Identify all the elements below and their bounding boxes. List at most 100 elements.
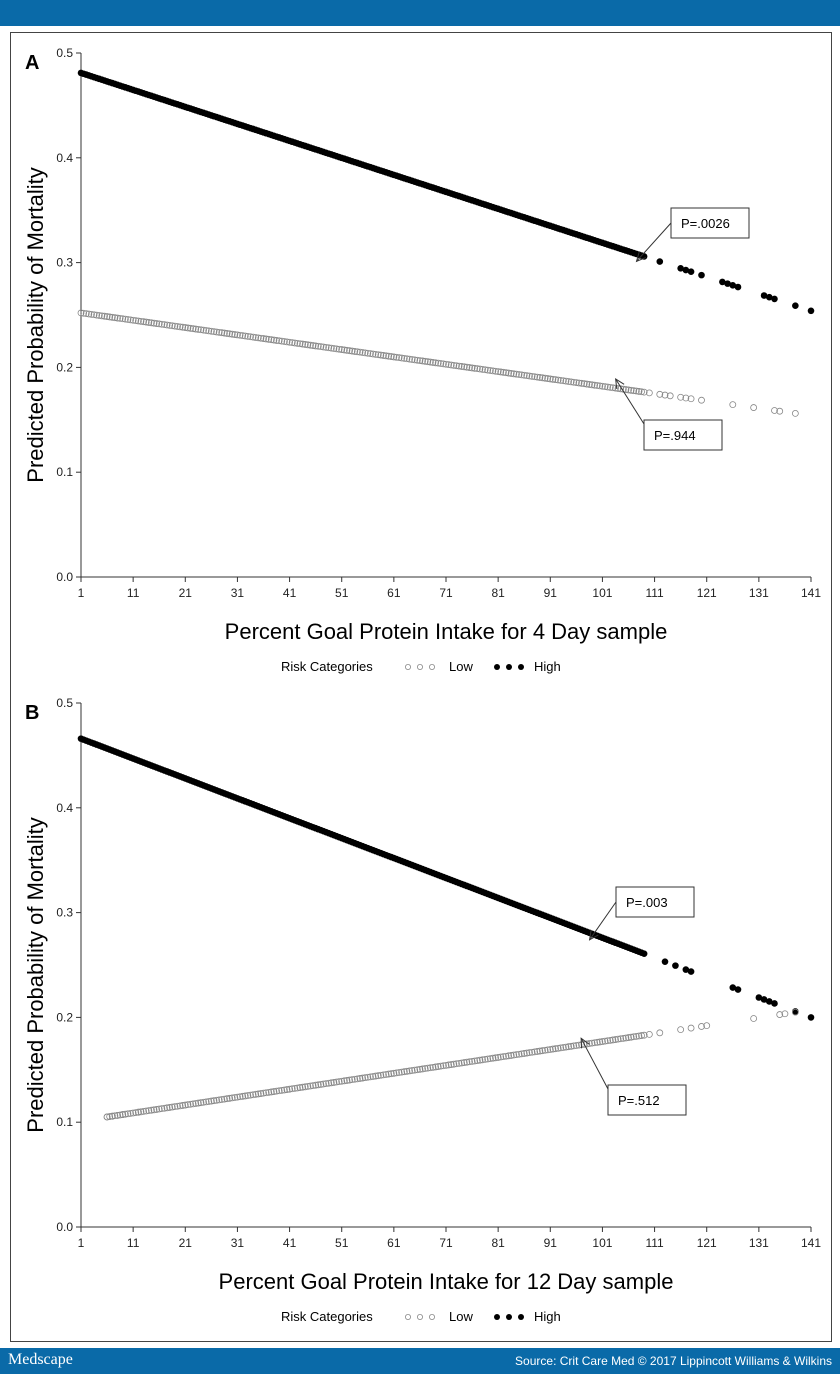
- data-point: [228, 330, 236, 338]
- legend-label-low: Low: [449, 659, 473, 674]
- data-point: [505, 369, 512, 377]
- data-point: [239, 1092, 247, 1100]
- data-point: [437, 360, 445, 367]
- data-point: [682, 966, 690, 973]
- data-point: [494, 368, 502, 375]
- data-point: [640, 950, 648, 957]
- legend-marker-low: [416, 664, 423, 671]
- data-point: [265, 1088, 273, 1096]
- data-point: [492, 367, 499, 375]
- data-point: [750, 404, 758, 411]
- data-point: [523, 1049, 531, 1057]
- data-point: [541, 1046, 549, 1054]
- data-point: [471, 364, 479, 372]
- y-tick-label: 0.3: [56, 906, 73, 920]
- data-point: [554, 1044, 562, 1052]
- data-point: [314, 1081, 322, 1089]
- data-point: [390, 353, 398, 361]
- data-point: [520, 1050, 528, 1057]
- data-point: [270, 1088, 278, 1095]
- data-point: [218, 1096, 226, 1103]
- data-point: [307, 1082, 314, 1090]
- data-point: [627, 1033, 635, 1041]
- data-point: [335, 345, 343, 353]
- data-point: [171, 322, 179, 330]
- x-tick-label: 111: [645, 586, 664, 600]
- data-point: [111, 1112, 119, 1120]
- data-point: [189, 1100, 197, 1108]
- data-point: [406, 1067, 413, 1075]
- data-point: [591, 381, 599, 389]
- figure-frame: A 0.0 0.1 0.2 0.3 0.4 0.5 1 11 21 31 41 51 61 71 81 91 10…: [10, 32, 832, 1342]
- data-point: [348, 347, 356, 355]
- data-point: [502, 1052, 510, 1060]
- data-point: [184, 324, 192, 332]
- data-point: [619, 385, 627, 393]
- y-tick-label: 0.1: [56, 1115, 73, 1129]
- x-axis-title: Percent Goal Protein Intake for 12 Day s…: [219, 1269, 674, 1294]
- data-point: [406, 355, 413, 363]
- data-point: [387, 1070, 395, 1078]
- data-point: [353, 348, 361, 356]
- data-point: [163, 321, 171, 329]
- data-point: [562, 377, 570, 385]
- data-point: [234, 1093, 241, 1101]
- data-point: [531, 373, 539, 381]
- data-point: [98, 312, 106, 320]
- data-point: [432, 359, 439, 367]
- data-point: [333, 1078, 340, 1086]
- data-point: [656, 258, 664, 265]
- x-tick-label: 141: [801, 1236, 821, 1250]
- data-point: [421, 357, 429, 365]
- x-tick-label: 21: [179, 1236, 193, 1250]
- data-point: [549, 375, 557, 383]
- data-point: [273, 1087, 280, 1095]
- data-point: [124, 1110, 132, 1118]
- data-point: [132, 317, 140, 325]
- data-point: [335, 1078, 343, 1086]
- data-point: [239, 332, 247, 340]
- data-point: [231, 1094, 239, 1101]
- data-point: [546, 1046, 554, 1053]
- x-tick-label: 41: [283, 1236, 297, 1250]
- data-point: [330, 1079, 338, 1086]
- legend-marker-low: [416, 1314, 423, 1321]
- data-point: [468, 1057, 476, 1065]
- data-point: [565, 1043, 572, 1051]
- data-point: [147, 319, 155, 327]
- data-point: [129, 1109, 137, 1117]
- medscape-logo[interactable]: Medscape: [8, 1351, 73, 1368]
- data-point: [562, 1043, 570, 1051]
- data-point: [153, 320, 161, 327]
- data-point: [322, 1080, 330, 1088]
- data-point: [241, 1092, 249, 1100]
- data-point: [512, 370, 520, 378]
- data-point: [677, 265, 684, 272]
- data-point: [424, 1064, 432, 1072]
- data-point: [366, 1073, 374, 1081]
- data-point: [429, 1063, 437, 1071]
- data-point: [617, 1035, 625, 1043]
- data-point: [559, 377, 567, 385]
- data-point: [523, 372, 531, 380]
- data-point: [153, 1106, 161, 1113]
- data-point: [174, 323, 181, 330]
- data-point: [395, 354, 403, 362]
- data-point: [296, 340, 304, 348]
- data-point: [580, 380, 588, 388]
- data-point: [296, 1084, 304, 1091]
- data-point: [765, 998, 773, 1005]
- data-point: [343, 1077, 351, 1084]
- legend: Risk Categories Low High: [281, 1309, 561, 1324]
- data-point: [260, 335, 267, 342]
- data-point: [640, 388, 648, 396]
- data-point: [327, 1079, 335, 1087]
- data-point: [317, 343, 325, 351]
- data-point: [241, 332, 249, 340]
- data-point: [288, 1085, 296, 1093]
- data-point: [140, 1108, 147, 1115]
- data-point: [765, 293, 773, 301]
- data-point: [450, 1060, 458, 1068]
- bottom-banner: Medscape Source: Crit Care Med © 2017 Li…: [0, 1348, 840, 1374]
- data-point: [330, 345, 338, 352]
